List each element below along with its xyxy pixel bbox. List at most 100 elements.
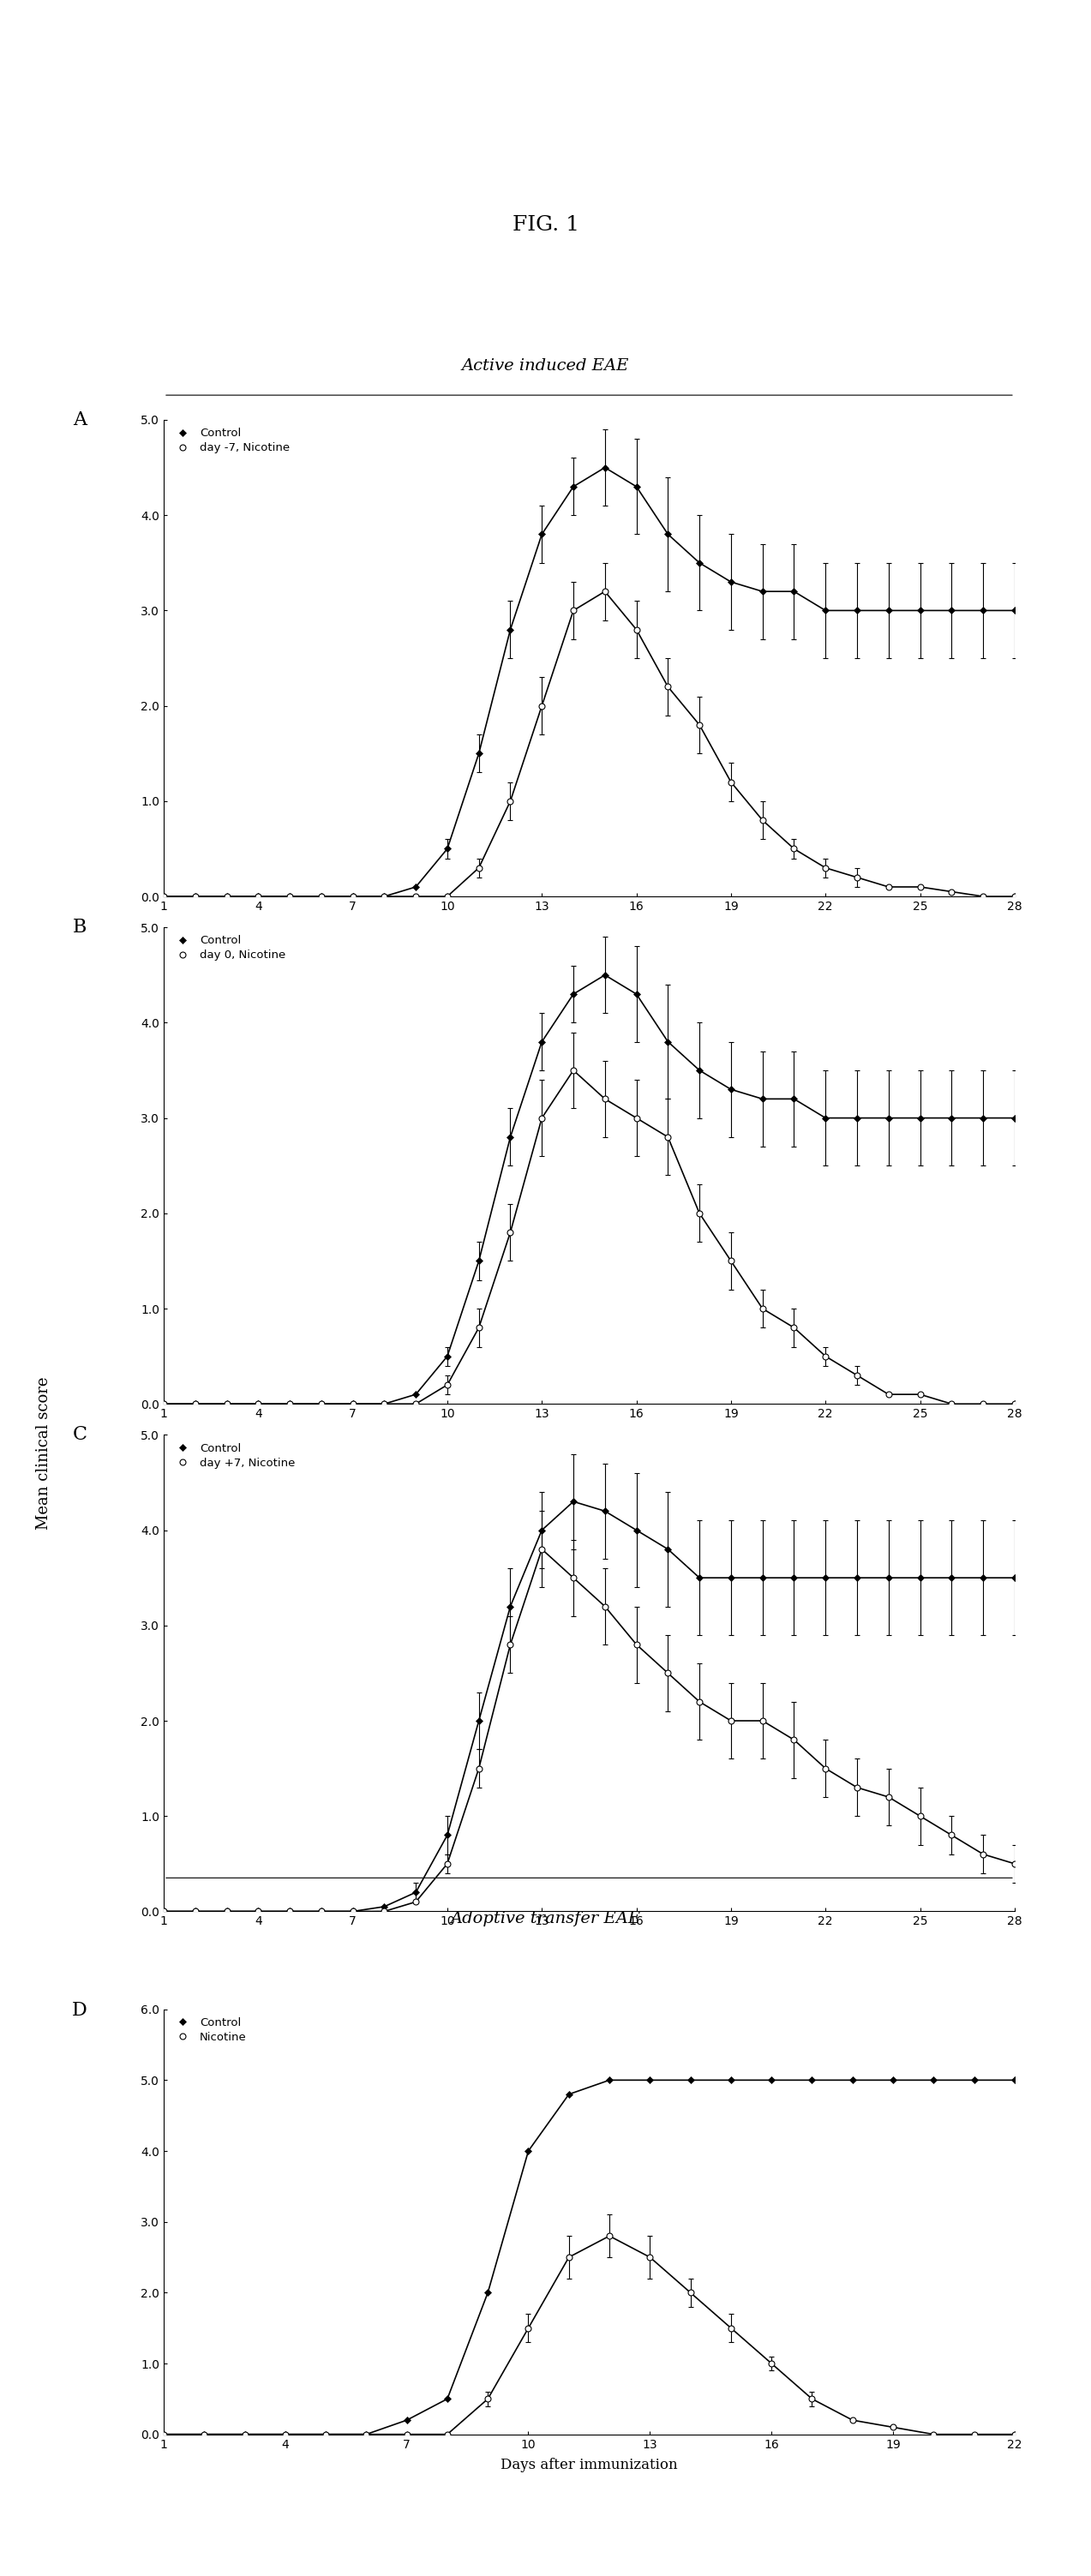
Nicotine xyxy=(968,2419,981,2450)
Control xyxy=(284,1896,297,1927)
Nicotine xyxy=(441,2419,454,2450)
day +7, Nicotine xyxy=(598,1592,611,1623)
day +7, Nicotine xyxy=(252,1896,265,1927)
Nicotine xyxy=(481,2383,494,2414)
Control xyxy=(314,881,327,912)
day +7, Nicotine xyxy=(630,1628,643,1659)
day -7, Nicotine xyxy=(945,876,958,907)
day +7, Nicotine xyxy=(284,1896,297,1927)
day -7, Nicotine xyxy=(472,853,485,884)
Control xyxy=(756,1084,769,1115)
Control xyxy=(945,595,958,626)
day 0, Nicotine xyxy=(314,1388,327,1419)
Control xyxy=(320,2419,333,2450)
day 0, Nicotine xyxy=(693,1198,706,1229)
Control xyxy=(851,1561,864,1592)
day 0, Nicotine xyxy=(788,1311,801,1342)
Nicotine xyxy=(320,2419,333,2450)
Control xyxy=(360,2419,373,2450)
Nicotine xyxy=(644,2241,657,2272)
Line: Nicotine: Nicotine xyxy=(160,2233,1018,2437)
Control xyxy=(661,518,674,549)
Legend: Control, Nicotine: Control, Nicotine xyxy=(169,2014,249,2045)
Control xyxy=(377,1891,391,1922)
Control xyxy=(976,595,990,626)
Control xyxy=(504,613,517,644)
day 0, Nicotine xyxy=(598,1084,611,1115)
day +7, Nicotine xyxy=(504,1628,517,1659)
Line: Control: Control xyxy=(161,971,1017,1406)
Control xyxy=(724,567,738,598)
Control xyxy=(851,595,864,626)
Control xyxy=(536,518,549,549)
day +7, Nicotine xyxy=(441,1850,454,1880)
Control xyxy=(976,1103,990,1133)
Nicotine xyxy=(927,2419,940,2450)
day 0, Nicotine xyxy=(976,1388,990,1419)
Control xyxy=(945,1561,958,1592)
day -7, Nicotine xyxy=(724,768,738,799)
day +7, Nicotine xyxy=(976,1839,990,1870)
day +7, Nicotine xyxy=(567,1561,580,1592)
day +7, Nicotine xyxy=(377,1896,391,1927)
day -7, Nicotine xyxy=(819,853,832,884)
Nicotine xyxy=(400,2419,413,2450)
Nicotine xyxy=(278,2419,291,2450)
Control xyxy=(819,1561,832,1592)
Control xyxy=(504,1592,517,1623)
day 0, Nicotine xyxy=(472,1311,485,1342)
Control xyxy=(284,1388,297,1419)
Nicotine xyxy=(521,2313,535,2344)
day 0, Nicotine xyxy=(189,1388,202,1419)
Nicotine xyxy=(805,2383,818,2414)
Control xyxy=(409,871,422,902)
day -7, Nicotine xyxy=(504,786,517,817)
day 0, Nicotine xyxy=(377,1388,391,1419)
day +7, Nicotine xyxy=(851,1772,864,1803)
Control xyxy=(441,832,454,863)
day 0, Nicotine xyxy=(913,1378,926,1409)
Control xyxy=(441,1340,454,1370)
Control xyxy=(882,1561,895,1592)
Control xyxy=(976,1561,990,1592)
day +7, Nicotine xyxy=(788,1723,801,1754)
day -7, Nicotine xyxy=(851,863,864,894)
Control xyxy=(630,979,643,1010)
Legend: Control, day -7, Nicotine: Control, day -7, Nicotine xyxy=(169,425,292,456)
Control xyxy=(846,2066,859,2097)
day 0, Nicotine xyxy=(157,1388,170,1419)
Text: A: A xyxy=(73,410,87,430)
Line: day -7, Nicotine: day -7, Nicotine xyxy=(160,587,1018,899)
day -7, Nicotine xyxy=(377,881,391,912)
Text: B: B xyxy=(73,917,87,938)
Control xyxy=(521,2136,535,2166)
day -7, Nicotine xyxy=(756,804,769,835)
Line: day 0, Nicotine: day 0, Nicotine xyxy=(160,1066,1018,1406)
Control xyxy=(377,1388,391,1419)
day 0, Nicotine xyxy=(819,1340,832,1370)
Nicotine xyxy=(887,2411,900,2442)
Line: day +7, Nicotine: day +7, Nicotine xyxy=(160,1546,1018,1914)
day -7, Nicotine xyxy=(536,690,549,721)
Nicotine xyxy=(684,2277,697,2308)
day -7, Nicotine xyxy=(189,881,202,912)
Control xyxy=(346,881,359,912)
Control xyxy=(598,453,611,484)
Nicotine xyxy=(238,2419,251,2450)
Control xyxy=(157,881,170,912)
Control xyxy=(882,1103,895,1133)
day -7, Nicotine xyxy=(661,672,674,703)
day 0, Nicotine xyxy=(724,1244,738,1275)
Text: Adoptive transfer EAE: Adoptive transfer EAE xyxy=(451,1911,640,1927)
X-axis label: Days after immunization: Days after immunization xyxy=(501,2458,678,2473)
day -7, Nicotine xyxy=(252,881,265,912)
Control xyxy=(913,1103,926,1133)
Control xyxy=(1008,1103,1021,1133)
day +7, Nicotine xyxy=(819,1752,832,1783)
day -7, Nicotine xyxy=(567,595,580,626)
Control xyxy=(220,1388,233,1419)
day -7, Nicotine xyxy=(157,881,170,912)
Control xyxy=(1008,2066,1021,2097)
Control xyxy=(441,1819,454,1850)
Control xyxy=(567,471,580,502)
